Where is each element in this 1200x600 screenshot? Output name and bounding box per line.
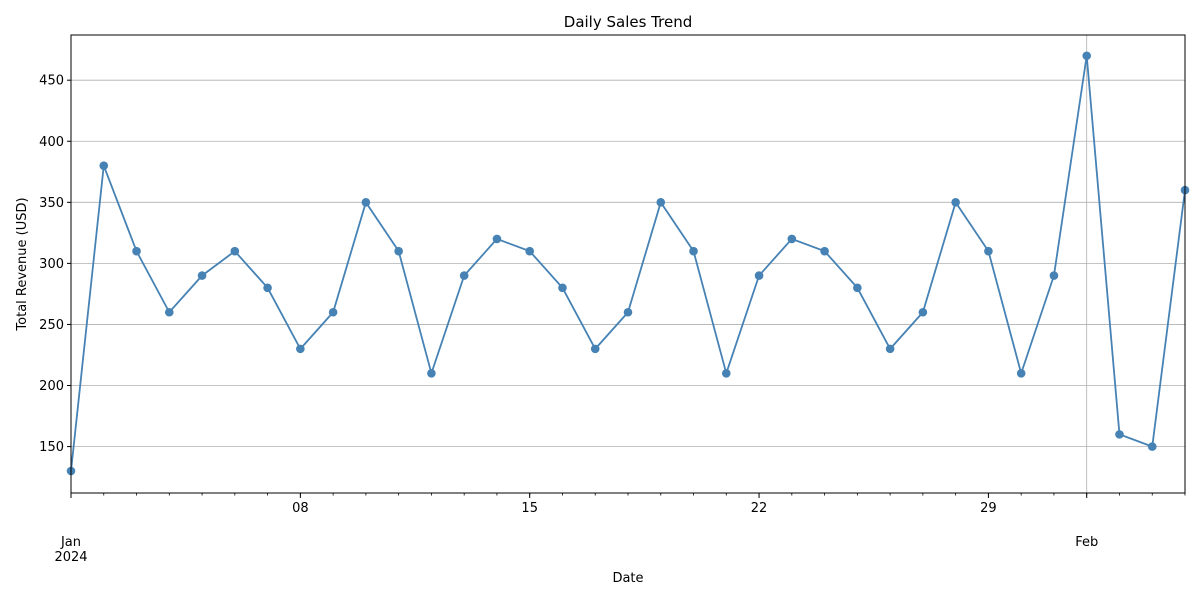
x-tick-label: 22 — [751, 501, 768, 516]
data-point — [590, 344, 600, 354]
data-point — [164, 307, 174, 317]
data-point — [394, 246, 403, 256]
data-point — [1049, 271, 1059, 280]
data-point — [853, 283, 862, 293]
x-axis-label: Date — [612, 571, 643, 586]
x-tick-label: 08 — [292, 501, 309, 516]
data-point — [525, 246, 535, 256]
data-point — [328, 307, 338, 317]
data-point — [558, 283, 567, 293]
data-point — [754, 271, 764, 280]
data-point — [197, 271, 207, 280]
data-point — [492, 234, 502, 244]
data-point — [361, 198, 371, 207]
y-axis-ticks: 150 200 250 300 350 400 450 — [39, 74, 71, 455]
data-point — [230, 246, 240, 256]
data-point — [1082, 51, 1092, 61]
data-point — [951, 198, 960, 207]
data-point — [459, 271, 469, 280]
data-point — [623, 307, 633, 317]
chart-title: Daily Sales Trend — [564, 13, 692, 31]
x-axis-ticks: Jan 2024 08 15 22 29 Feb — [54, 493, 1186, 565]
data-point — [1115, 430, 1124, 439]
data-point — [787, 234, 797, 244]
data-point — [99, 161, 109, 170]
x-tick-label: Feb — [1075, 535, 1098, 550]
x-tick-label: Jan 2024 — [54, 535, 87, 565]
data-point — [296, 344, 305, 354]
y-tick-label: 450 — [39, 74, 64, 89]
data-point — [918, 307, 928, 317]
data-point — [885, 344, 895, 354]
gridlines — [71, 35, 1185, 493]
data-point — [820, 246, 829, 256]
data-point — [1016, 369, 1026, 378]
y-tick-label: 400 — [39, 135, 64, 150]
data-point — [721, 369, 731, 378]
data-point — [656, 198, 666, 207]
data-point — [427, 369, 436, 378]
y-tick-label: 150 — [39, 440, 64, 455]
data-point — [1147, 442, 1157, 451]
plot-frame — [70, 34, 1186, 494]
y-tick-label: 300 — [39, 257, 64, 272]
y-tick-label: 350 — [39, 196, 64, 211]
data-point — [689, 246, 698, 256]
data-point — [132, 246, 141, 256]
x-tick-label: 15 — [521, 501, 538, 516]
data-point — [263, 283, 272, 293]
y-tick-label: 250 — [39, 318, 64, 333]
series-group — [66, 51, 1190, 476]
y-tick-label: 200 — [39, 379, 64, 394]
y-axis-label: Total Revenue (USD) — [15, 197, 30, 331]
x-tick-label: 29 — [980, 501, 997, 516]
data-point — [984, 246, 993, 256]
